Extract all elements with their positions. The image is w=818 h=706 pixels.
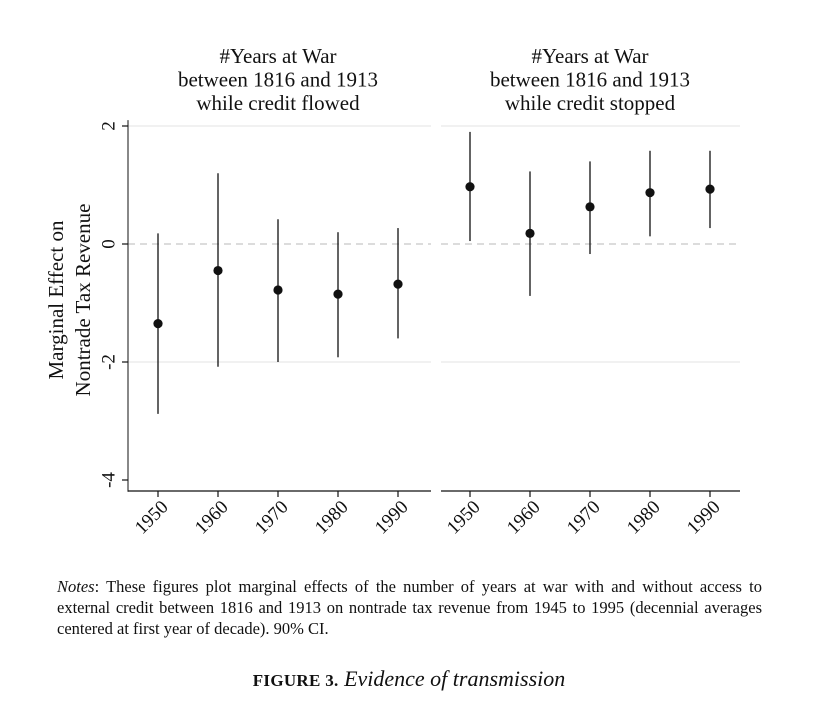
panel-title-line: while credit stopped <box>505 91 676 115</box>
x-tick-label: 1960 <box>191 497 233 539</box>
y-axis-label: Marginal Effect on <box>44 220 68 380</box>
x-tick-label: 1950 <box>443 497 485 539</box>
figure-title: Evidence of transmission <box>344 666 566 691</box>
point-estimate <box>585 202 595 212</box>
x-tick-label: 1950 <box>131 497 173 539</box>
point-estimate <box>525 228 535 238</box>
x-tick-label: 1980 <box>311 497 353 539</box>
panel-title-line: while credit flowed <box>196 91 360 115</box>
x-tick-label: 1980 <box>623 497 665 539</box>
figure-caption: FIGURE 3. Evidence of transmission <box>0 666 818 692</box>
x-tick-label: 1990 <box>683 497 725 539</box>
y-axis-label: Nontrade Tax Revenue <box>71 204 95 397</box>
x-tick-label: 1970 <box>563 497 605 539</box>
chart-panel-1: -4 -2 0 2 Marginal Effect on Nontrade Tax Rev… <box>44 44 431 538</box>
point-estimate <box>213 265 223 276</box>
y-tick-label: -2 <box>98 354 119 370</box>
point-estimate <box>705 184 715 194</box>
x-tick-label: 1960 <box>503 497 545 539</box>
panel-title-line: between 1816 and 1913 <box>178 68 378 92</box>
notes-text: : These figures plot marginal effects of… <box>57 577 762 638</box>
point-estimate <box>273 285 283 295</box>
point-estimate <box>333 289 343 299</box>
panel-title-line: #Years at War <box>531 44 648 68</box>
figure-number: FIGURE 3. <box>252 671 339 690</box>
point-estimate <box>153 319 163 329</box>
point-estimate <box>645 188 655 198</box>
figure-chart-area: -4 -2 0 2 Marginal Effect on Nontrade Tax Rev… <box>44 44 740 538</box>
x-tick-label: 1970 <box>251 497 293 539</box>
panel-title-line: #Years at War <box>219 44 336 68</box>
figure-notes: Notes: These figures plot marginal effec… <box>57 576 762 639</box>
y-tick-label: 0 <box>98 239 119 249</box>
x-tick-label: 1990 <box>371 497 413 539</box>
y-tick-label: 2 <box>98 121 119 131</box>
panel-title-line: between 1816 and 1913 <box>490 68 690 92</box>
notes-label: Notes <box>57 577 95 596</box>
point-estimate <box>393 279 403 289</box>
y-tick-label: -4 <box>98 472 119 488</box>
point-estimate <box>465 182 475 192</box>
